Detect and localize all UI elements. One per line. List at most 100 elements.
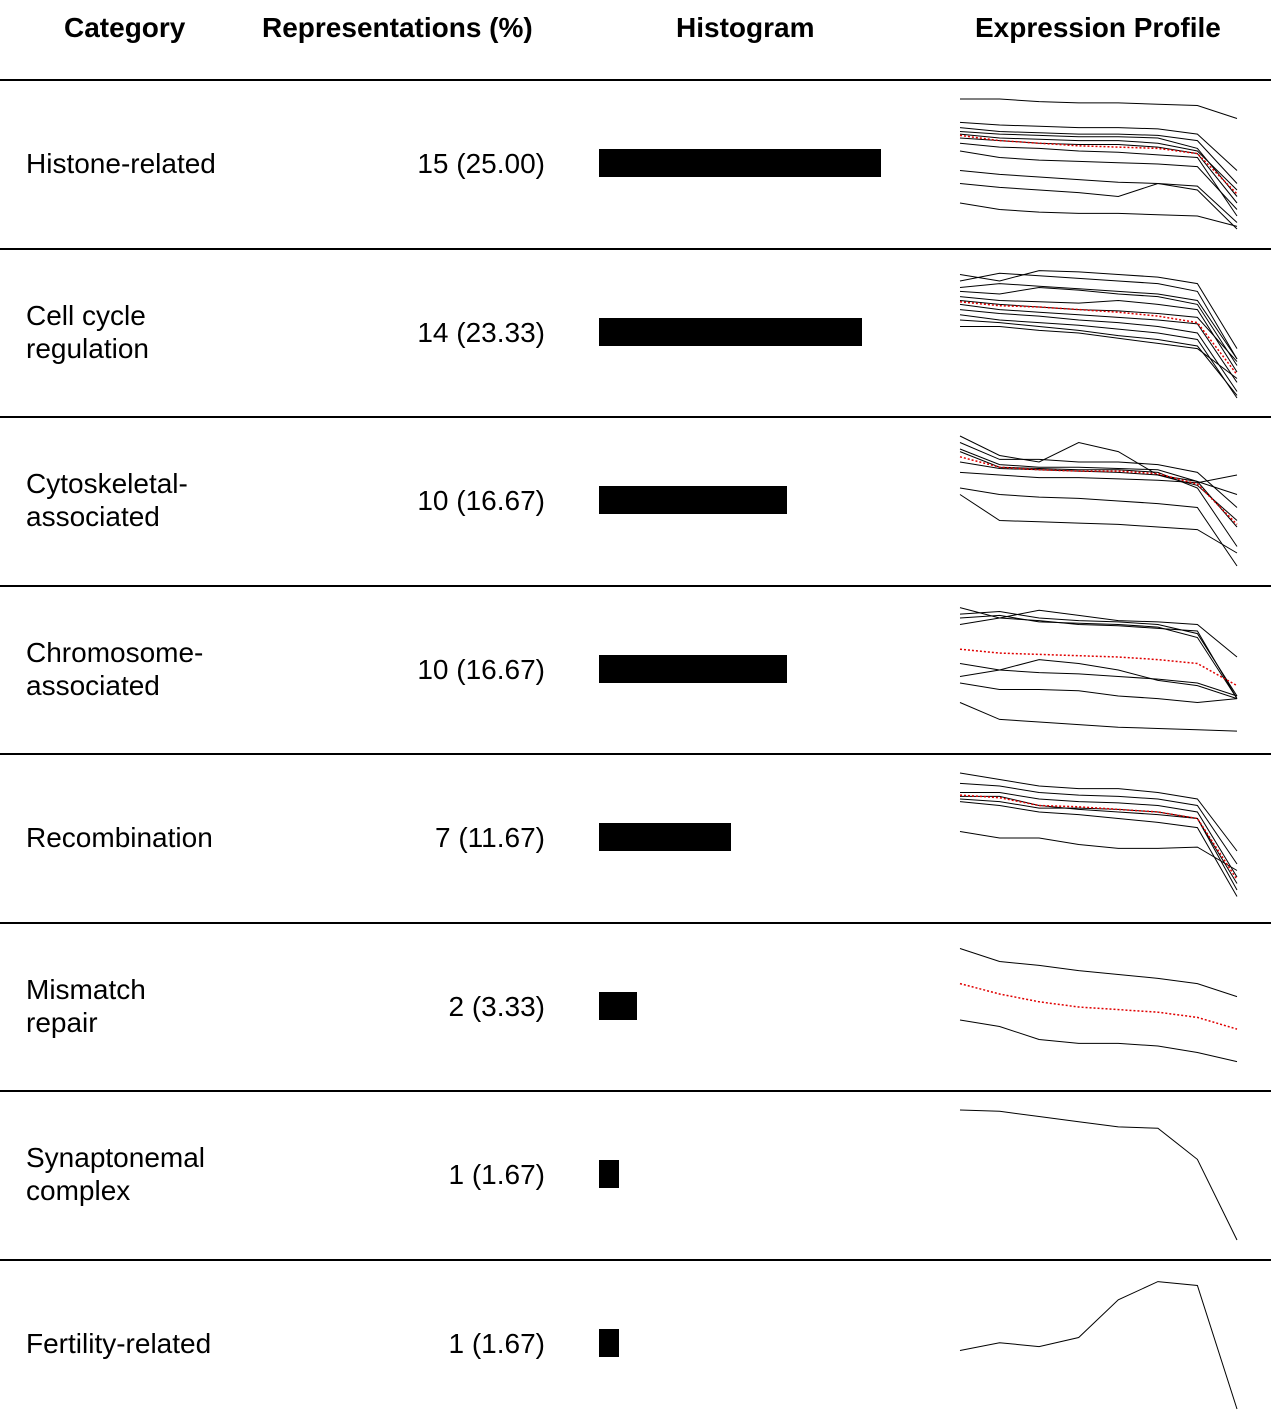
profile-line <box>959 314 1238 399</box>
profile-line <box>959 319 1238 396</box>
profile-line <box>959 202 1238 227</box>
profile-line <box>959 663 1238 697</box>
profile-line <box>959 435 1238 495</box>
row-divider <box>0 416 1271 418</box>
profile-line <box>959 1019 1238 1063</box>
header-histogram: Histogram <box>676 12 815 43</box>
table-row: Synaptonemal complex 1 (1.67) <box>0 1090 1271 1258</box>
expression-profile <box>959 1109 1238 1241</box>
profile-mean-line <box>959 301 1238 376</box>
profile-line <box>959 170 1238 223</box>
table-row: Recombination 7 (11.67) <box>0 753 1271 921</box>
representation-value: 2 (3.33) <box>448 990 546 1022</box>
category-label: Recombination <box>26 821 213 853</box>
representation-value: 14 (23.33) <box>417 316 545 348</box>
profile-line <box>959 121 1238 171</box>
profile-line <box>960 795 1238 884</box>
category-label: Chromosome- associated <box>26 637 204 701</box>
table-row: Chromosome- associated 10 (16.67) <box>0 585 1271 753</box>
profile-line <box>959 798 1238 891</box>
profile-mean-line <box>959 456 1238 525</box>
category-label: Histone-related <box>26 147 216 179</box>
table-row: Cell cycle regulation 14 (23.33) <box>0 248 1271 416</box>
profile-line <box>959 487 1238 567</box>
profile-line <box>959 607 1238 699</box>
representation-value: 10 (16.67) <box>417 653 545 685</box>
profile-mean-line <box>959 982 1238 1030</box>
representation-value: 1 (1.67) <box>448 1158 546 1190</box>
profile-line <box>959 610 1238 697</box>
category-label: Fertility-related <box>26 1327 212 1359</box>
histogram-bar <box>599 1160 619 1188</box>
profile-line <box>959 442 1238 508</box>
header-representations: Representations (%) <box>262 12 533 43</box>
profile-line <box>959 296 1238 373</box>
row-divider <box>0 585 1271 587</box>
profile-line <box>959 948 1238 998</box>
profile-line <box>959 659 1238 700</box>
row-divider <box>0 922 1271 924</box>
profile-line <box>959 451 1238 547</box>
profile-line <box>959 182 1238 230</box>
histogram-bar <box>599 318 862 346</box>
expression-profile <box>959 435 1238 567</box>
profile-line <box>959 303 1238 383</box>
profile-mean-line <box>959 794 1238 881</box>
profile-line <box>959 702 1238 732</box>
histogram-bar <box>599 823 731 851</box>
profile-mean-line <box>959 648 1238 687</box>
profile-line <box>960 792 1238 878</box>
profile-line <box>959 448 1238 528</box>
histogram-bar <box>599 992 637 1020</box>
histogram-bar <box>599 655 787 683</box>
expression-profile <box>959 607 1238 732</box>
profile-line <box>959 131 1238 197</box>
profile-line <box>959 142 1238 217</box>
profile-line <box>959 286 1238 366</box>
table-row: Cytoskeletal- associated 10 (16.67) <box>0 416 1271 584</box>
header-expression-profile: Expression Profile <box>975 12 1221 43</box>
representation-value: 1 (1.67) <box>448 1327 546 1359</box>
profile-line <box>959 831 1238 871</box>
representation-value: 10 (16.67) <box>417 484 545 516</box>
expression-profile <box>959 270 1238 399</box>
expression-profile <box>959 948 1238 1063</box>
category-label: Mismatch repair <box>26 974 146 1038</box>
profile-line <box>959 614 1238 699</box>
representation-value: 7 (11.67) <box>435 821 545 853</box>
profile-line <box>959 461 1238 521</box>
expression-profile <box>959 1281 1238 1410</box>
category-label: Synaptonemal complex <box>26 1142 206 1206</box>
profile-line <box>959 127 1238 184</box>
header-rule <box>0 79 1271 81</box>
profile-line <box>959 801 1238 897</box>
profile-line <box>960 98 1238 119</box>
expression-profile <box>959 98 1238 230</box>
histogram-bar <box>599 486 787 514</box>
representation-value: 15 (25.00) <box>417 147 545 179</box>
profile-line <box>959 1281 1238 1410</box>
profile-line <box>959 300 1238 362</box>
profile-line <box>959 150 1238 210</box>
profile-line <box>959 682 1238 704</box>
histogram-bar <box>599 1329 619 1357</box>
profile-line <box>959 772 1238 852</box>
profile-line <box>959 272 1238 360</box>
profile-line <box>959 609 1238 658</box>
profile-line <box>959 1109 1238 1241</box>
expression-profile <box>959 772 1238 897</box>
profile-line <box>959 782 1238 865</box>
row-divider <box>0 248 1271 250</box>
category-label: Cell cycle regulation <box>26 300 149 364</box>
table-row: Fertility-related 1 (1.67) <box>0 1259 1271 1427</box>
header-category: Category <box>64 12 186 43</box>
profile-line <box>959 309 1238 392</box>
profile-line <box>959 137 1238 204</box>
table-row: Mismatch repair 2 (3.33) <box>0 922 1271 1090</box>
table-row: Histone-related 15 (25.00) <box>0 79 1271 247</box>
profile-line <box>960 326 1238 379</box>
row-divider <box>0 1090 1271 1092</box>
profile-line <box>959 283 1238 360</box>
profile-line <box>959 133 1238 191</box>
row-divider <box>0 1259 1271 1261</box>
